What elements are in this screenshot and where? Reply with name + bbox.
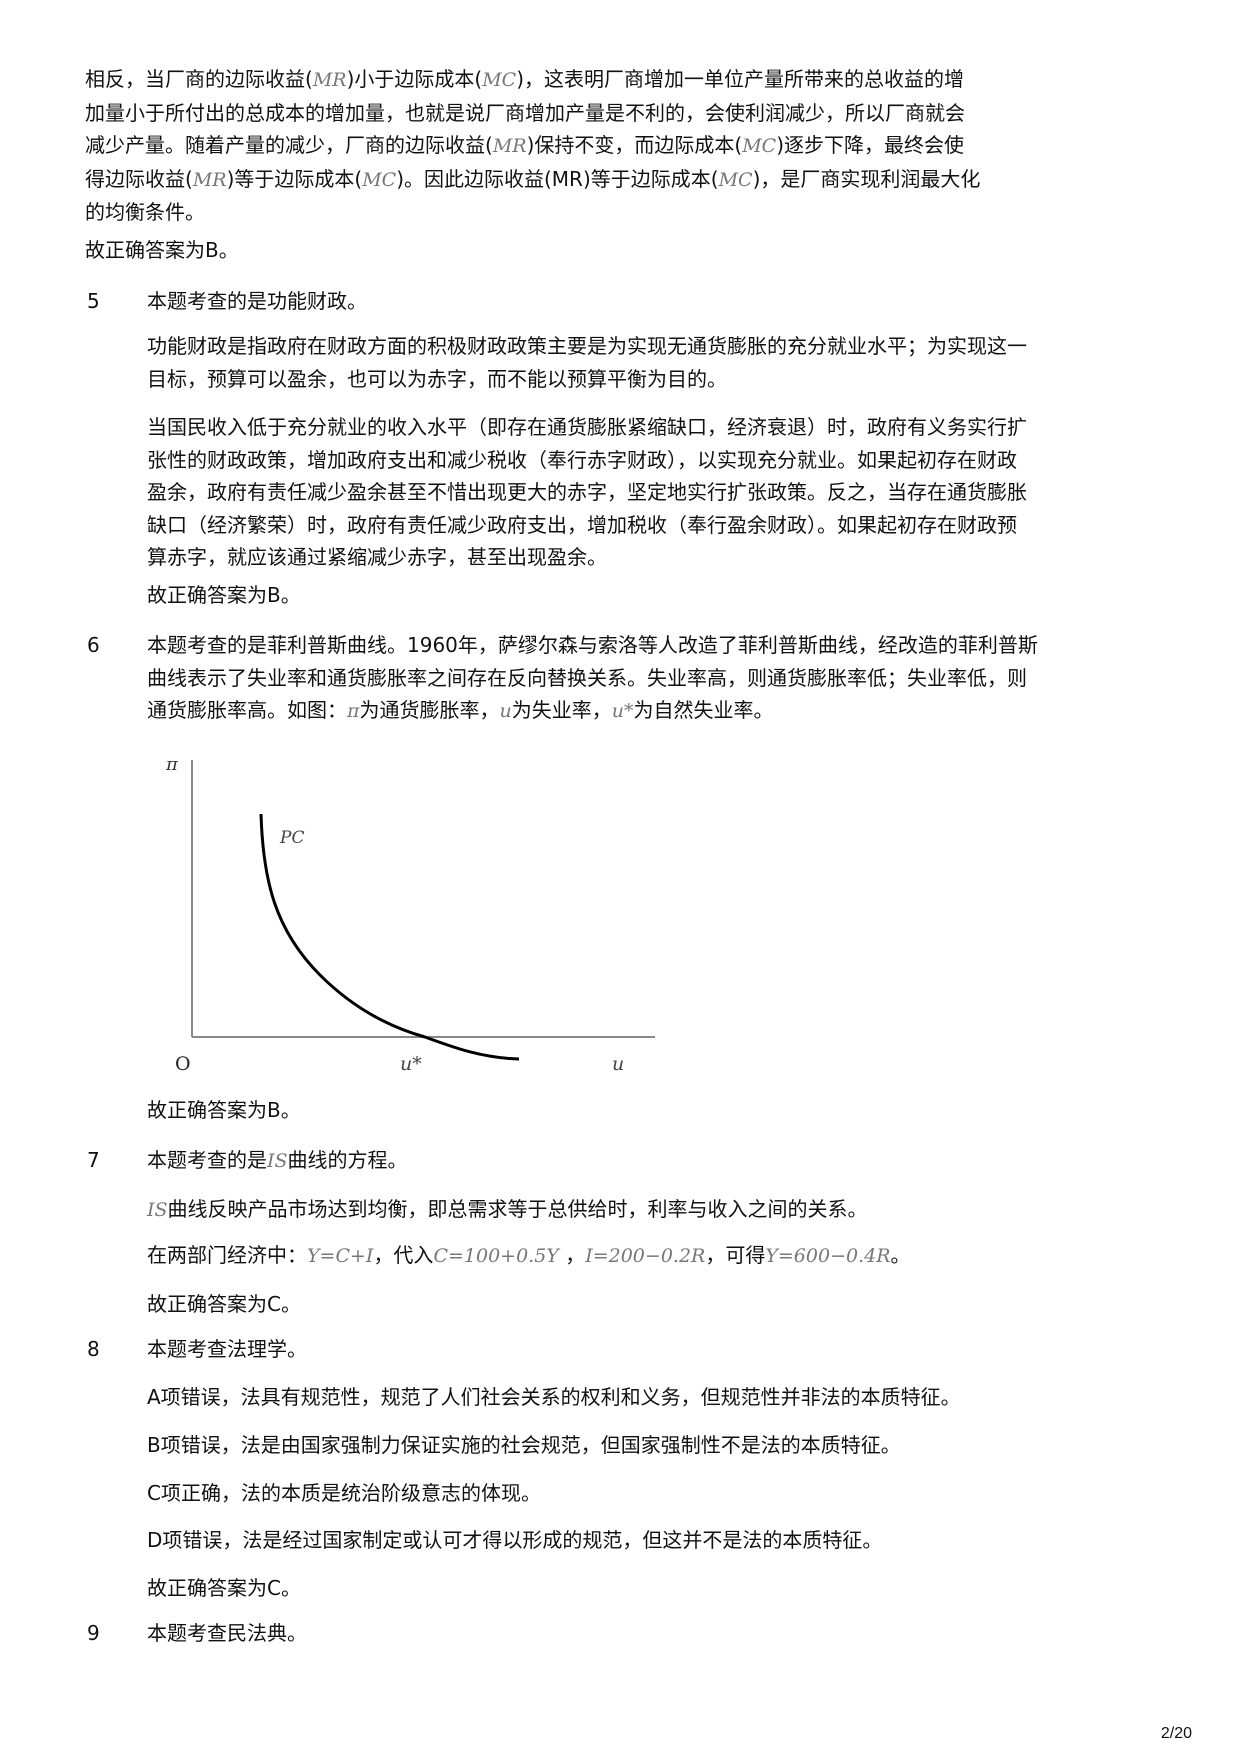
text-run: 故正确答案为B。 [85,238,239,262]
y-axis-label: π [165,754,179,775]
paragraph: 本题考查的是功能财政。 [147,285,367,318]
text-run: 加量小于所付出的总成本的增加量，也就是说厂商增加产量是不利的，会使利润减少，所以… [85,100,965,125]
text-run: 曲线反映产品市场达到均衡，即总需求等于总供给时，利率与收入之间的关系。 [167,1197,868,1221]
math-symbol: Y=C+I [307,1245,374,1267]
text-run: 曲线表示了失业率和通货膨胀率之间存在反向替换关系。失业率高，则通货膨胀率低；失业… [147,665,1027,690]
math-symbol: π [347,700,360,722]
question-number: 7 [87,1148,100,1172]
math-symbol: C=100+0.5Y [433,1245,559,1267]
text-run: 通货膨胀率高。如图： [147,698,347,722]
text-run: B项错误，法是由国家强制力保证实施的社会规范，但国家强制性不是法的本质特征。 [147,1433,901,1457]
text-run: 本题考查的是菲利普斯曲线。1960年，萨缪尔森与索洛等人改造了菲利普斯曲线，经改… [147,633,1038,657]
math-symbol: MR [312,69,347,91]
text-run: 的均衡条件。 [85,200,205,224]
text-run: )等于边际成本( [226,166,363,191]
paragraph: 本题考查法理学。 [147,1333,307,1366]
text-run: ， [558,1243,586,1267]
phillips-curve [259,813,520,1061]
text-run: D项错误，法是经过国家制定或认可才得以形成的规范，但这并不是法的本质特征。 [147,1528,883,1552]
text-run: ，代入 [373,1243,434,1267]
text-run: 相反，当厂商的边际收益( [85,67,313,91]
question-number: 5 [87,289,100,313]
math-symbol: I=200−0.2R [585,1245,706,1267]
text-run: 功能财政是指政府在财政方面的积极财政政策主要是为实现无通货膨胀的充分就业水平；为… [147,334,1027,358]
math-symbol: u [499,700,512,722]
math-symbol: MC [482,69,517,91]
text-run: 张性的财政政策，增加政府支出和减少税收（奉行赤字财政），以实现充分就业。如果起初… [147,447,1017,472]
paragraph: 功能财政是指政府在财政方面的积极财政政策主要是为实现无通货膨胀的充分就业水平；为… [147,330,1027,395]
text-run: 目标，预算可以盈余，也可以为赤字，而不能以预算平衡为目的。 [147,366,727,391]
math-symbol: MC [362,168,397,191]
text-run: 缺口（经济繁荣）时，政府有责任减少政府支出，增加税收（奉行盈余财政）。如果起初存… [147,512,1017,537]
text-run: )，是厂商实现利润最大化 [752,166,981,191]
text-run: )。因此边际收益(MR)等于边际成本( [396,166,719,191]
text-run: 本题考查的是功能财政。 [147,289,367,313]
math-symbol: MC [718,168,753,191]
math-symbol: Y=600−0.4R [765,1245,891,1267]
paragraph: 故正确答案为C。 [147,1288,301,1321]
text-run: 盈余，政府有责任减少盈余甚至不惜出现更大的赤字，坚定地实行扩张政策。反之，当存在… [147,480,1027,504]
text-run: )逐步下降，最终会使 [776,133,964,157]
math-symbol: IS [147,1199,168,1221]
text-run: 为自然失业率。 [633,698,774,722]
question-number: 8 [87,1337,100,1361]
paragraph: IS曲线反映产品市场达到均衡，即总需求等于总供给时，利率与收入之间的关系。 [147,1193,868,1227]
paragraph: 相反，当厂商的边际收益(MR)小于边际成本(MC)，这表明厂商增加一单位产量所带… [85,63,980,229]
text-run: 本题考查民法典。 [147,1621,307,1645]
math-symbol: u* [611,700,634,722]
x-axis-label: u [612,1053,624,1075]
paragraph: 故正确答案为C。 [147,1572,301,1605]
text-run: 故正确答案为C。 [147,1576,301,1600]
math-symbol: MR [192,168,227,191]
text-run: 为失业率， [511,698,612,722]
text-run: )，这表明厂商增加一单位产量所带来的总收益的增 [516,67,964,91]
text-run: )保持不变，而边际成本( [526,133,743,157]
text-run: A项错误，法具有规范性，规范了人们社会关系的权利和义务，但规范性并非法的本质特征… [147,1385,961,1409]
text-run: 故正确答案为B。 [147,1098,301,1122]
phillips-curve-figure: π PC O u* u [165,754,655,1075]
paragraph: A项错误，法具有规范性，规范了人们社会关系的权利和义务，但规范性并非法的本质特征… [147,1381,961,1414]
text-run: 。 [890,1243,911,1267]
math-symbol: MR [492,135,527,157]
text-run: 当国民收入低于充分就业的收入水平（即存在通货膨胀紧缩缺口，经济衰退）时，政府有义… [147,415,1027,439]
text-run: 为通货膨胀率， [359,698,500,722]
text-run: 曲线的方程。 [287,1148,408,1172]
paragraph: 故正确答案为B。 [147,579,301,612]
curve-label: PC [279,828,304,848]
math-symbol: MC [742,135,777,157]
text-run: )小于边际成本( [346,67,483,91]
paragraph: C项正确，法的本质是统治阶级意志的体现。 [147,1477,541,1510]
origin-label: O [175,1053,191,1075]
text-run: 本题考查的是 [147,1148,267,1172]
question-number: 6 [87,633,100,657]
text-run: 故正确答案为B。 [147,583,301,607]
text-run: 减少产量。随着产量的减少，厂商的边际收益( [85,133,493,157]
text-run: 故正确答案为C。 [147,1292,301,1316]
paragraph: B项错误，法是由国家强制力保证实施的社会规范，但国家强制性不是法的本质特征。 [147,1429,901,1462]
paragraph: 故正确答案为B。 [85,234,239,267]
text-run: C项正确，法的本质是统治阶级意志的体现。 [147,1481,541,1505]
paragraph: 在两部门经济中：Y=C+I，代入C=100+0.5Y ，I=200−0.2R，可… [147,1239,911,1273]
paragraph: 故正确答案为B。 [147,1094,301,1127]
text-run: 本题考查法理学。 [147,1337,307,1361]
text-run: ，可得 [705,1243,766,1267]
paragraph: D项错误，法是经过国家制定或认可才得以形成的规范，但这并不是法的本质特征。 [147,1524,882,1557]
text-run: 得边际收益( [85,166,193,191]
natural-unemployment-label: u* [400,1053,422,1075]
math-symbol: IS [267,1150,288,1172]
paragraph: 当国民收入低于充分就业的收入水平（即存在通货膨胀紧缩缺口，经济衰退）时，政府有义… [147,411,1027,574]
question-number: 9 [87,1621,100,1645]
text-run: 算赤字，就应该通过紧缩减少赤字，甚至出现盈余。 [147,545,607,569]
paragraph: 本题考查的是菲利普斯曲线。1960年，萨缪尔森与索洛等人改造了菲利普斯曲线，经改… [147,629,1038,728]
page-number: 2/20 [1160,1725,1192,1742]
paragraph: 本题考查民法典。 [147,1617,307,1650]
paragraph: 本题考查的是IS曲线的方程。 [147,1144,408,1178]
text-run: 在两部门经济中： [147,1243,307,1267]
